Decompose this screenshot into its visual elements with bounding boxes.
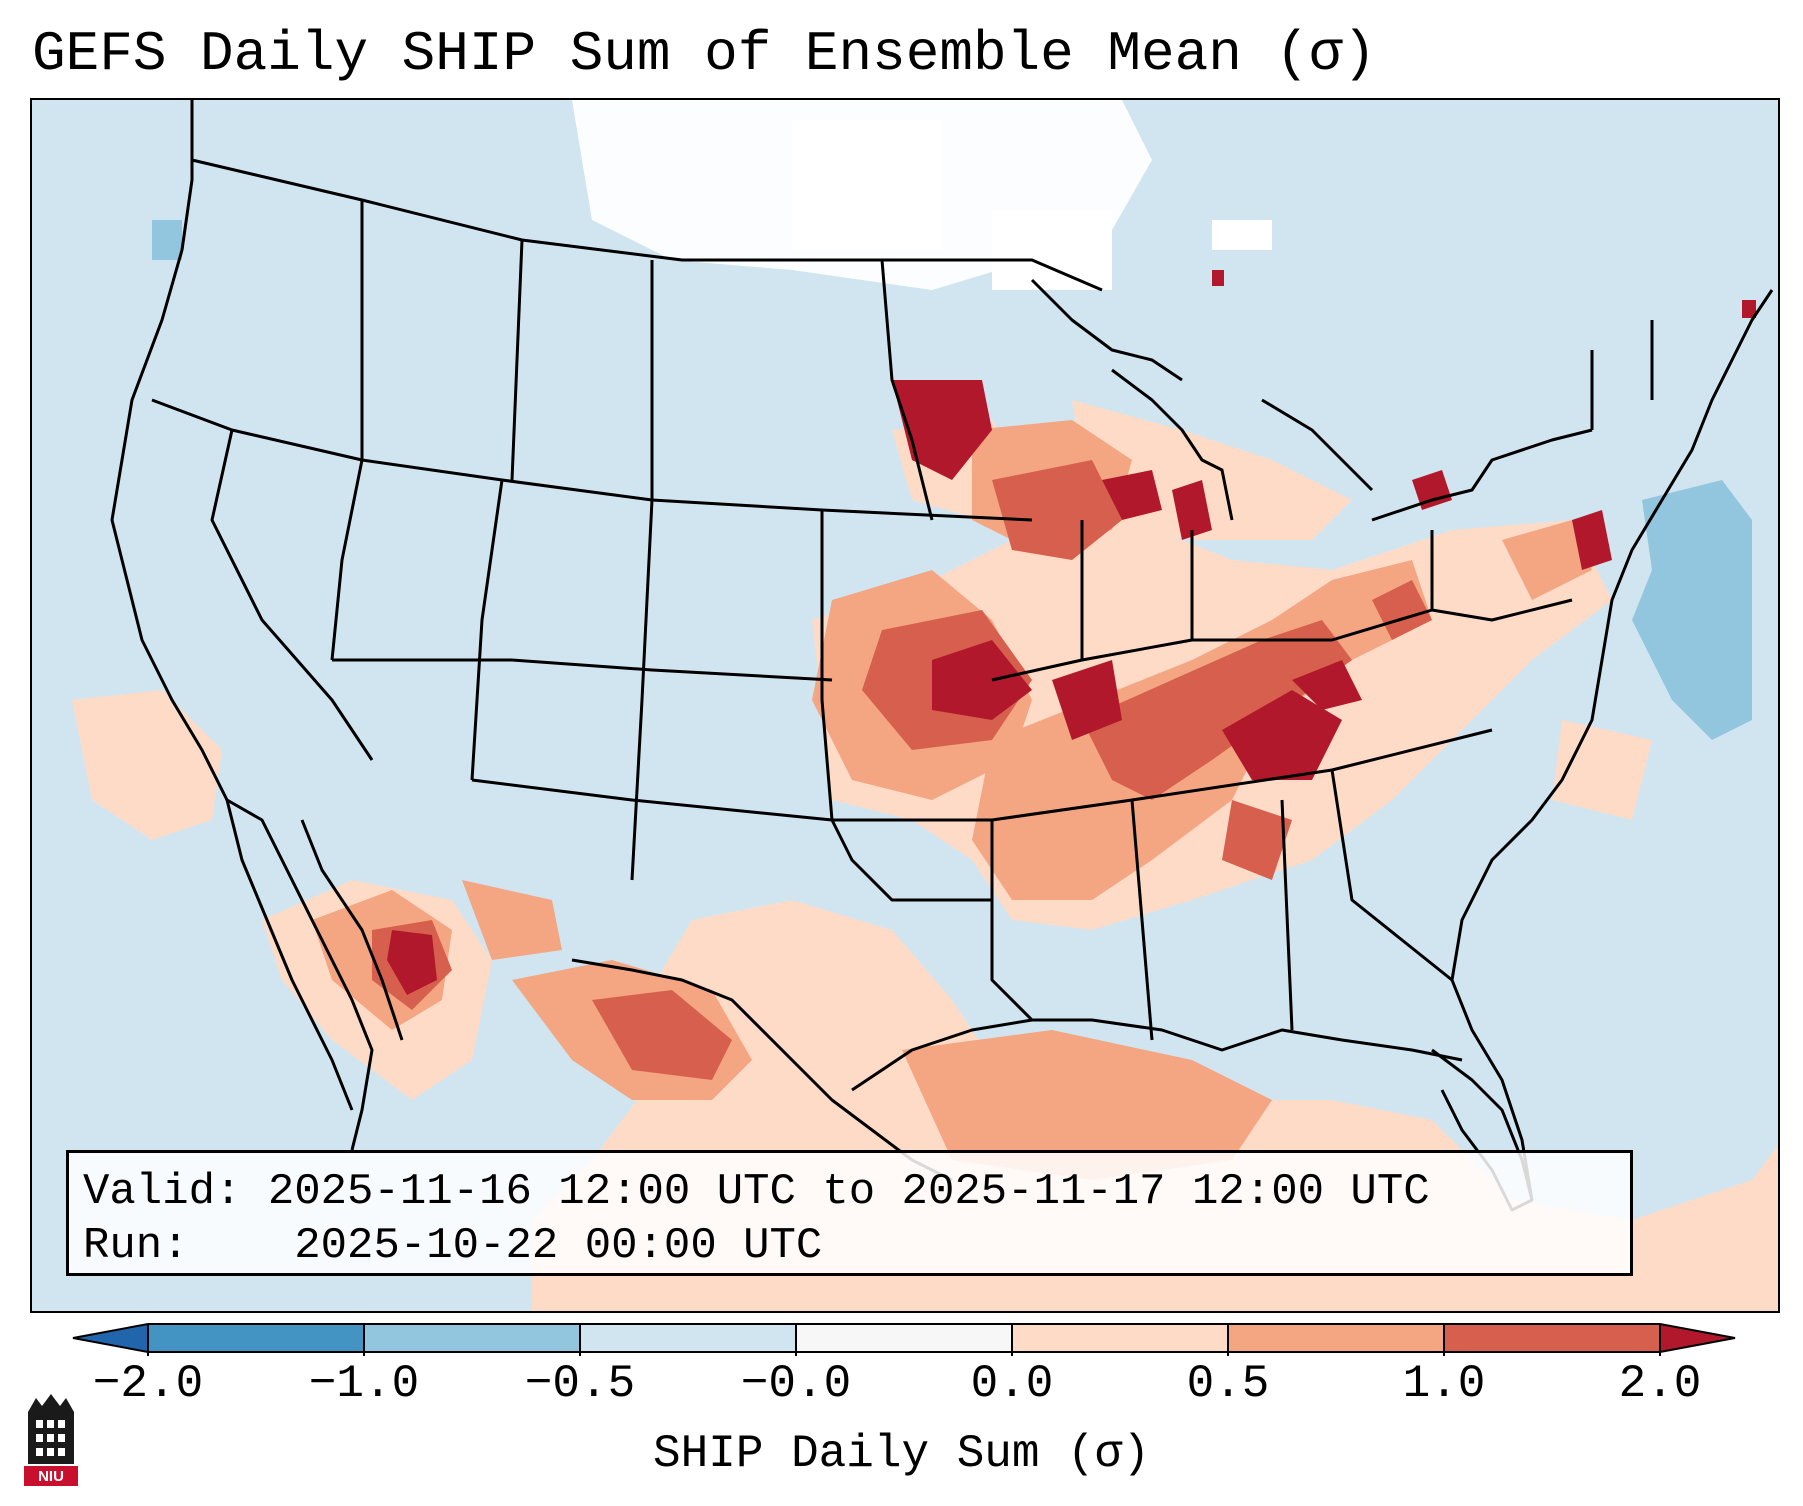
colorbar-extend-low	[73, 1324, 148, 1352]
tick-label: 1.0	[1402, 1358, 1486, 1410]
colorbar-bin	[1012, 1324, 1228, 1352]
gulf-coast-us	[851, 1018, 1463, 1092]
svg-text:NIU: NIU	[38, 1468, 64, 1485]
tick-label: −0.5	[524, 1358, 636, 1410]
valid-time-range: 2025-11-16 12:00 UTC to 2025-11-17 12:00…	[267, 1167, 1430, 1217]
colorbar-bin	[1228, 1324, 1444, 1352]
colorbar-label: SHIP Daily Sum (σ)	[653, 1428, 1150, 1480]
map-panel	[30, 98, 1780, 1313]
tick-label: −2.0	[92, 1358, 204, 1410]
colorbar-extend-high	[1660, 1324, 1735, 1352]
validity-info-box: Valid: 2025-11-16 12:00 UTC to 2025-11-1…	[66, 1150, 1633, 1276]
tick-label: 0.0	[970, 1358, 1054, 1410]
colorbar-bin	[1444, 1324, 1660, 1352]
colorbar	[72, 1323, 1736, 1356]
tick-label: 2.0	[1618, 1358, 1702, 1410]
colorbar-bin	[364, 1324, 580, 1352]
colorbar-bin	[580, 1324, 796, 1352]
niu-logo: NIU	[24, 1394, 78, 1486]
atlantic-coastline	[1450, 289, 1774, 1201]
baja-coastline	[226, 798, 374, 1151]
pacific-coastline	[110, 100, 354, 1111]
colorbar-bin	[796, 1324, 1012, 1352]
colorbar-ticks	[147, 1324, 1661, 1356]
colorbar-outline	[72, 1323, 1736, 1353]
near-zero-regions	[572, 100, 1272, 290]
tick-label: 0.5	[1186, 1358, 1270, 1410]
run-label: Run:	[83, 1221, 189, 1271]
colorbar-bins	[73, 1324, 1735, 1352]
tick-label: −1.0	[308, 1358, 420, 1410]
map-title: GEFS Daily SHIP Sum of Ensemble Mean (σ)	[32, 22, 1377, 86]
map-boundaries	[110, 100, 1774, 1212]
tick-label: −0.0	[740, 1358, 852, 1410]
gulf-of-california-coast	[300, 819, 404, 1041]
ship-field-map	[72, 100, 1778, 1311]
valid-label: Valid:	[83, 1167, 242, 1217]
colorbar-bin	[148, 1324, 364, 1352]
run-time: 2025-10-22 00:00 UTC	[294, 1221, 823, 1271]
